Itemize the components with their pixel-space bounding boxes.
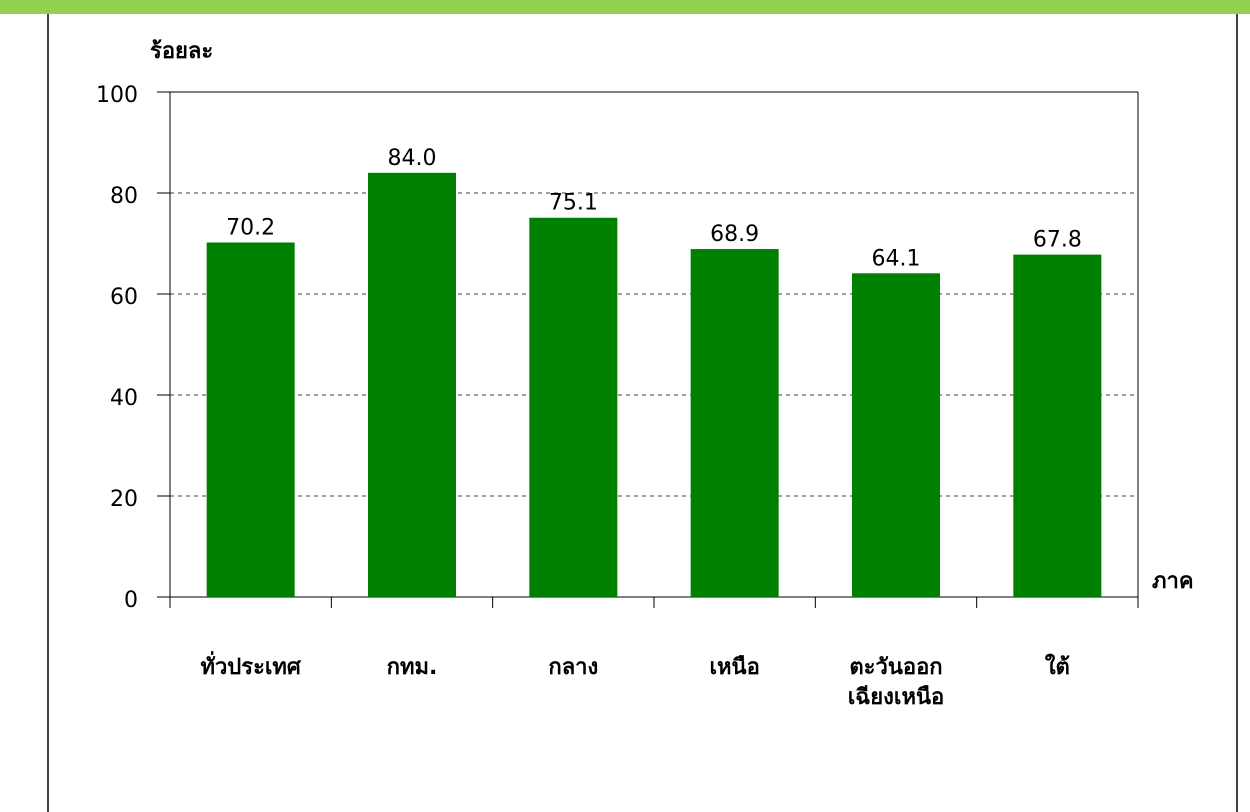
x-tick-label: ตะวันออกเฉียงเหนือ (848, 655, 944, 710)
x-tick-label: กทม. (387, 655, 438, 680)
top-band (0, 0, 1250, 14)
value-label: 64.1 (872, 246, 921, 271)
value-label: 75.1 (549, 191, 598, 216)
value-label: 67.8 (1033, 228, 1082, 253)
value-label: 68.9 (710, 222, 759, 247)
y-tick-label: 0 (124, 588, 138, 613)
y-axis-title: ร้อยละ (150, 39, 213, 64)
y-tick-label: 100 (96, 83, 138, 108)
y-tick-label: 80 (110, 184, 138, 209)
bar (852, 273, 940, 597)
bar (206, 242, 295, 598)
bar (690, 249, 779, 597)
bar (529, 217, 618, 597)
x-axis-title: ภาค (1152, 569, 1194, 594)
x-tick-label: เหนือ (710, 655, 760, 680)
x-tick-label: กลาง (548, 655, 598, 680)
y-tick-label: 20 (110, 487, 138, 512)
bar (368, 172, 456, 598)
value-label: 70.2 (226, 215, 275, 240)
x-tick-label: ทั่วประเทศ (200, 650, 301, 680)
y-tick-label: 60 (110, 285, 138, 310)
y-tick-label: 40 (110, 386, 138, 411)
bar (1013, 254, 1102, 598)
value-label: 84.0 (388, 146, 437, 171)
x-tick-label: ใต้ (1045, 653, 1070, 680)
